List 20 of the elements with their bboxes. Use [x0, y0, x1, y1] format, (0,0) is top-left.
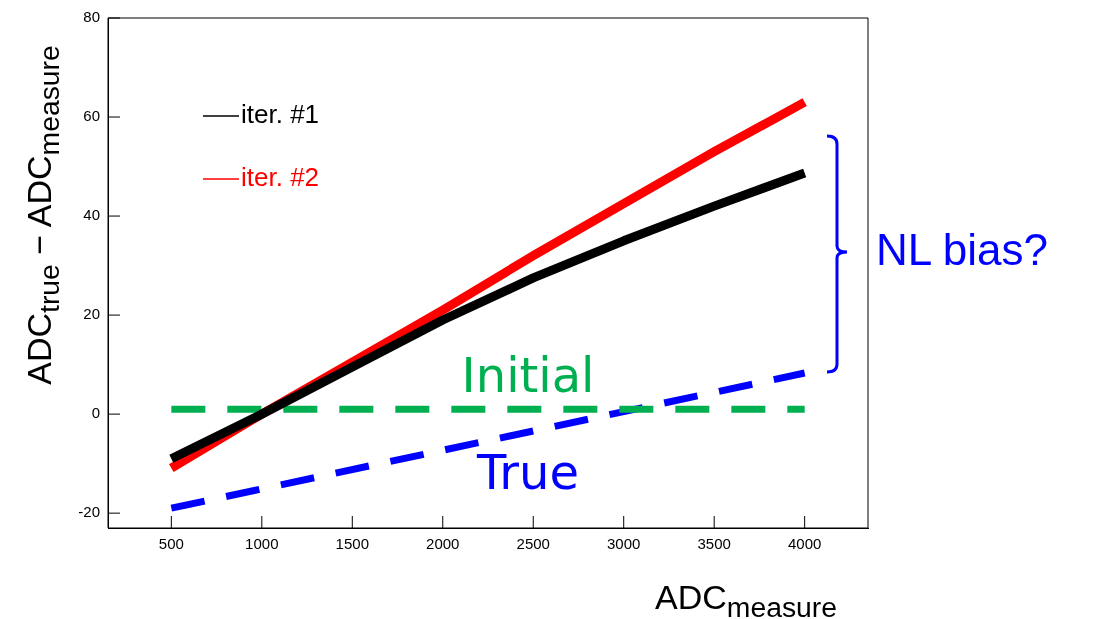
x-tick-label: 1500	[335, 535, 369, 553]
y-tick-label: -20	[78, 503, 100, 521]
x-tick-label: 4000	[787, 535, 822, 553]
y-tick-label: 20	[83, 305, 100, 323]
legend-label: iter. #1	[241, 99, 320, 130]
x-tick-label: 1000	[245, 535, 279, 553]
x-tick-label: 3500	[697, 535, 731, 553]
x-tick-label: 500	[158, 535, 184, 553]
x-tick-label: 3000	[607, 535, 641, 553]
series-label: True	[476, 444, 579, 501]
x-tick-label: 2000	[426, 535, 460, 553]
y-tick-label: 80	[83, 8, 100, 26]
legend-label: iter. #2	[241, 162, 320, 193]
y-tick-label: 0	[91, 404, 100, 422]
text: NL bias?	[876, 225, 1049, 275]
x-axis-title: ADC$_{measure}$	[655, 578, 838, 619]
y-tick-label: 60	[83, 107, 100, 125]
series-label: Initial	[461, 346, 595, 403]
x-tick-label: 2500	[516, 535, 550, 553]
y-tick-label: 40	[83, 206, 100, 224]
